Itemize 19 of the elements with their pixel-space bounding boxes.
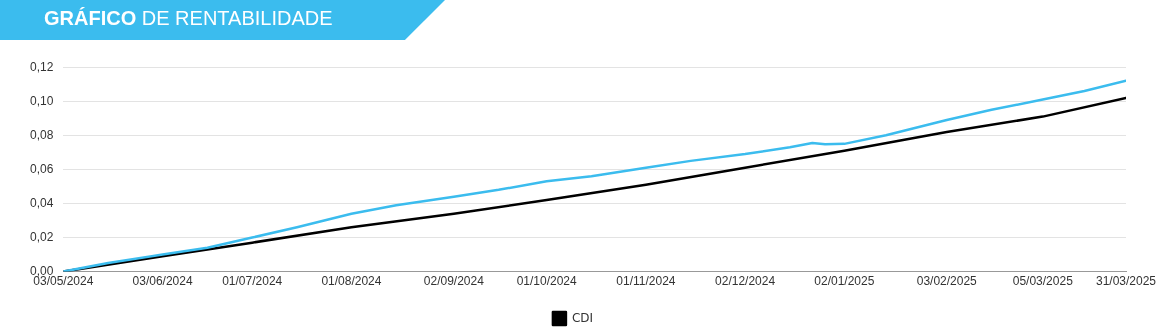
- x-tick-label: 01/08/2024: [321, 274, 382, 289]
- x-tick-label: 03/02/2025: [916, 274, 978, 289]
- chart-title: GRÁFICO DE RENTABILIDADE: [44, 7, 333, 30]
- x-tick-label: 01/11/2024: [616, 274, 676, 289]
- y-tick-label: 0,06: [30, 161, 54, 176]
- x-tick-label: 02/01/2025: [814, 274, 875, 289]
- legend-label: CDI: [571, 310, 594, 325]
- x-tick-label: 02/09/2024: [423, 274, 485, 289]
- x-tick-label: 01/07/2024: [222, 274, 283, 289]
- x-tick-label: 02/12/2024: [715, 274, 776, 289]
- x-tick-label: 01/10/2024: [516, 274, 578, 289]
- y-tick-label: 0,12: [30, 59, 54, 74]
- x-tick-label: 05/03/2025: [1012, 274, 1074, 289]
- x-tick-label: 31/03/2025: [1095, 274, 1157, 289]
- y-tick-label: 0,04: [30, 195, 54, 210]
- y-tick-label: 0,10: [30, 93, 54, 108]
- x-tick-label: 03/06/2024: [132, 274, 193, 289]
- y-tick-label: 0,02: [30, 229, 54, 244]
- y-tick-label: 0,08: [30, 127, 54, 142]
